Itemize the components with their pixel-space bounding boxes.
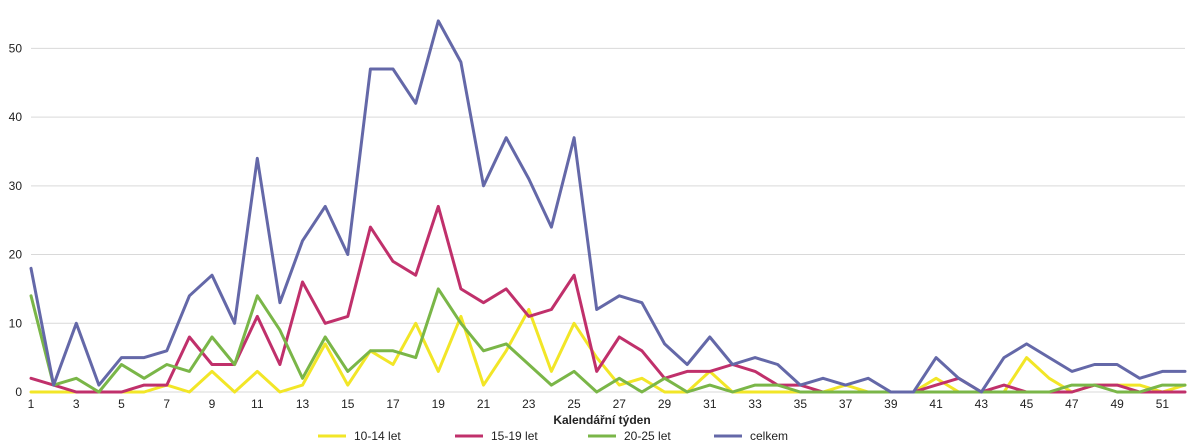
y-axis: 0 10 20 30 40 50	[9, 41, 23, 399]
y-tick-label: 50	[9, 41, 23, 55]
x-tick-label: 51	[1156, 397, 1170, 411]
legend-label: 20-25 let	[624, 429, 671, 443]
x-tick-label: 41	[929, 397, 943, 411]
x-tick-label: 45	[1020, 397, 1034, 411]
x-tick-label: 43	[975, 397, 989, 411]
x-tick-label: 7	[163, 397, 170, 411]
series-line-celkem	[29, 19, 1187, 394]
x-tick-label: 29	[658, 397, 672, 411]
x-axis: 1 3 5 7 9 11 13 15 17 19 21 23 25 27 29 31 33 35 37 39 41 43 4…	[28, 391, 1185, 411]
series-lines	[29, 19, 1187, 394]
x-tick-label: 49	[1110, 397, 1124, 411]
x-tick-label: 11	[251, 397, 264, 411]
series-line-20-25-let	[29, 287, 1187, 394]
legend-label: celkem	[750, 429, 788, 443]
y-tick-label: 30	[9, 179, 23, 193]
y-tick-label: 40	[9, 110, 23, 124]
x-tick-label: 31	[703, 397, 717, 411]
x-axis-title: Kalendářní týden	[553, 413, 650, 427]
x-tick-label: 13	[296, 397, 310, 411]
legend: 10-14 let 15-19 let 20-25 let celkem	[318, 429, 788, 443]
x-tick-label: 5	[118, 397, 125, 411]
x-tick-label: 3	[73, 397, 80, 411]
series-line-15-19-let	[29, 204, 1187, 394]
y-tick-label: 10	[9, 316, 23, 330]
x-tick-label: 1	[28, 397, 35, 411]
x-tick-label: 17	[386, 397, 400, 411]
x-tick-label: 35	[794, 397, 808, 411]
legend-label: 15-19 let	[491, 429, 538, 443]
x-tick-label: 37	[839, 397, 853, 411]
gridlines	[31, 47, 1185, 324]
x-tick-label: 47	[1065, 397, 1079, 411]
x-tick-label: 33	[748, 397, 762, 411]
x-tick-label: 15	[341, 397, 355, 411]
x-tick-label: 21	[477, 397, 491, 411]
x-tick-label: 25	[567, 397, 581, 411]
y-tick-label: 0	[15, 385, 22, 399]
legend-label: 10-14 let	[354, 429, 401, 443]
x-tick-label: 19	[432, 397, 446, 411]
x-tick-label: 39	[884, 397, 898, 411]
x-tick-label: 27	[613, 397, 627, 411]
x-tick-label: 9	[209, 397, 216, 411]
y-tick-label: 20	[9, 248, 23, 262]
x-tick-label: 23	[522, 397, 536, 411]
